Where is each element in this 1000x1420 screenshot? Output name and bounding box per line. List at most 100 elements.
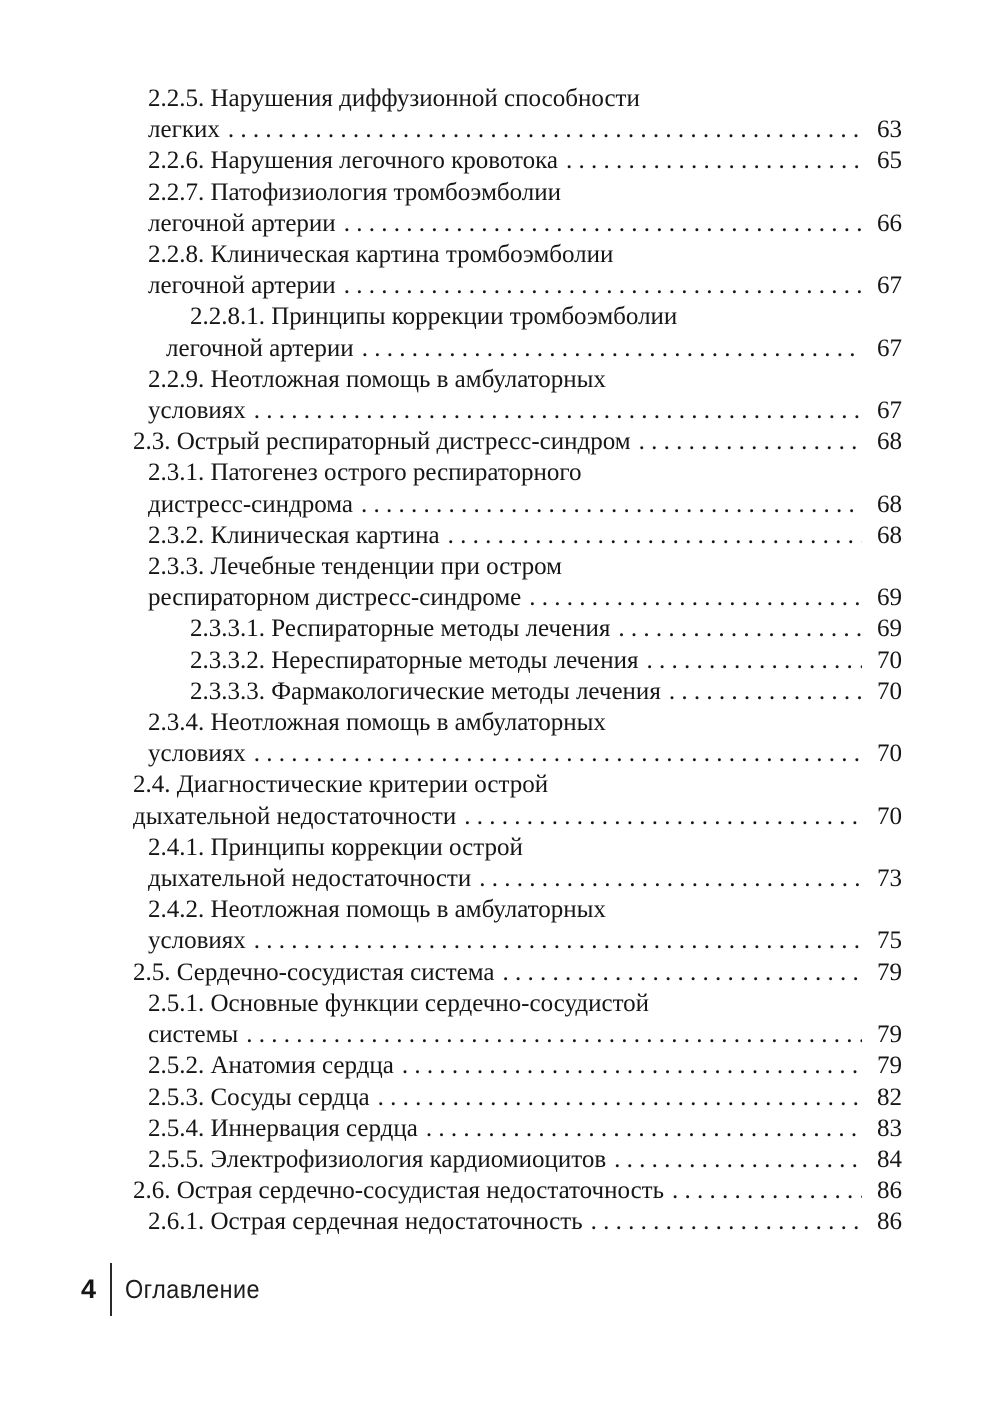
toc-page-number: 68 <box>877 490 902 518</box>
toc-entry-text: 2.4.2. Неотложная помощь в амбулаторных <box>148 896 606 924</box>
toc-entry: 2.3. Острый респираторный дистресс-синдр… <box>133 426 902 457</box>
dot-leader <box>362 333 862 364</box>
toc-entry-text: 2.2.7. Патофизиология тромбоэмболии <box>148 178 562 206</box>
dot-leader <box>254 925 862 956</box>
toc-entry: 2.2.8. Клиническая картина тромбоэмболии… <box>133 239 902 301</box>
toc-page-number: 79 <box>877 958 902 986</box>
toc-entry-text: 2.6.1. Острая сердечная недостаточность <box>148 1208 583 1236</box>
toc-entry: 2.3.1. Патогенез острого респираторного д… <box>133 457 902 519</box>
toc-page-number: 69 <box>877 615 902 643</box>
dot-leader <box>448 520 862 551</box>
toc-entry: 2.2.6. Нарушения легочного кровотока 65 <box>133 145 902 176</box>
toc-entry-text: системы <box>148 1021 239 1049</box>
toc-page-number: 67 <box>877 397 902 425</box>
toc-entry-text: легочной артерии <box>148 209 336 237</box>
toc-entry: 2.6. Острая сердечно-сосудистая недостат… <box>133 1175 902 1206</box>
dot-leader <box>344 208 862 239</box>
toc-page-number: 82 <box>877 1083 902 1111</box>
toc-entry-text: легких <box>148 116 220 144</box>
toc-entry-line: легочной артерии 67 <box>166 333 902 364</box>
toc-entry-text: 2.5. Сердечно-сосудистая система <box>133 958 495 986</box>
toc-entry: 2.5.1. Основные функции сердечно-сосудис… <box>133 988 902 1050</box>
toc-entry-text: 2.5.1. Основные функции сердечно-сосудис… <box>148 989 650 1017</box>
toc-entry-text: 2.5.3. Сосуды сердца <box>148 1083 370 1111</box>
dot-leader <box>254 738 862 769</box>
toc-entry-text: 2.6. Острая сердечно-сосудистая недостат… <box>133 1177 665 1205</box>
toc-page-number: 79 <box>877 1052 902 1080</box>
toc-page-number: 65 <box>877 147 902 175</box>
toc-entry-line: 2.5.2. Анатомия сердца 79 <box>148 1050 902 1081</box>
toc-entry: 2.5. Сердечно-сосудистая система 79 <box>133 957 902 988</box>
toc-entry-text: 2.2.9. Неотложная помощь в амбулаторных <box>148 365 606 393</box>
toc-entry-line: 2.5.4. Иннервация сердца 83 <box>148 1113 902 1144</box>
toc-entry-text: 2.2.8. Клиническая картина тромбоэмболии <box>148 241 614 269</box>
toc-entry: 2.3.3.1. Респираторные методы лечения 69 <box>133 613 902 644</box>
toc-entry-text: 2.5.5. Электрофизиология кардиомиоцитов <box>148 1145 607 1173</box>
toc-entry: 2.4.1. Принципы коррекции острой дыхатель… <box>133 832 902 894</box>
dot-leader <box>669 676 862 707</box>
toc-entry-text: 2.3.2. Клиническая картина <box>148 521 440 549</box>
toc-entry-line: 2.3.3.2. Нереспираторные методы лечения 7… <box>190 645 902 676</box>
toc-entry-text: 2.2.8.1. Принципы коррекции тромбоэмболи… <box>190 303 678 331</box>
toc-entry: 2.3.3.3. Фармакологические методы лечени… <box>133 676 902 707</box>
toc-page-number: 86 <box>877 1208 902 1236</box>
dot-leader <box>344 270 862 301</box>
dot-leader <box>426 1113 862 1144</box>
page-footer: 4 Оглавление <box>81 1263 275 1316</box>
toc-entry-line: легочной артерии 67 <box>148 270 902 301</box>
toc-entry: 2.6.1. Острая сердечная недостаточность 8… <box>133 1206 902 1237</box>
toc-entry-line: 2.6. Острая сердечно-сосудистая недостат… <box>133 1175 902 1206</box>
dot-leader <box>529 582 862 613</box>
toc-entry: 2.3.2. Клиническая картина 68 <box>133 520 902 551</box>
toc-page-number: 73 <box>877 865 902 893</box>
toc-entry-text: дистресс-синдрома <box>148 490 354 518</box>
toc-entry: 2.3.3. Лечебные тенденции при остром респ… <box>133 551 902 613</box>
toc-entry: 2.2.8.1. Принципы коррекции тромбоэмболи… <box>133 301 902 363</box>
toc-entry-line: респираторном дистресс-синдроме 69 <box>148 582 902 613</box>
toc-entry-text: дыхательной недостаточности <box>133 802 457 830</box>
dot-leader <box>361 489 862 520</box>
dot-leader <box>614 1144 862 1175</box>
toc-entry-text: 2.5.4. Иннервация сердца <box>148 1114 418 1142</box>
toc-entry: 2.2.9. Неотложная помощь в амбулаторных у… <box>133 364 902 426</box>
toc-entry-text: 2.4.1. Принципы коррекции острой <box>148 833 523 861</box>
toc-entry: 2.3.3.2. Нереспираторные методы лечения 7… <box>133 645 902 676</box>
toc-entry-text: 2.3.3. Лечебные тенденции при остром <box>148 553 562 581</box>
toc-entry-line: условиях 75 <box>148 925 902 956</box>
toc-entry-text: 2.2.6. Нарушения легочного кровотока <box>148 147 558 175</box>
toc-entry-text: 2.2.5. Нарушения диффузионной способност… <box>148 85 640 112</box>
toc-entry-line: дистресс-синдрома 68 <box>148 489 902 520</box>
toc-entry-text: 2.3.3.2. Нереспираторные методы лечения <box>190 646 639 674</box>
toc-page-number: 68 <box>877 428 902 456</box>
toc-entry-line: условиях 67 <box>148 395 902 426</box>
table-of-contents: 2.2.5. Нарушения диффузионной способност… <box>133 83 902 1238</box>
dot-leader <box>254 395 862 426</box>
toc-entry-line: 2.3.3.3. Фармакологические методы лечени… <box>190 676 902 707</box>
toc-entry: 2.4. Диагностические критерии острой дыха… <box>133 769 902 831</box>
dot-leader <box>378 1082 862 1113</box>
toc-page-number: 69 <box>877 584 902 612</box>
toc-entry: 2.5.2. Анатомия сердца 79 <box>133 1050 902 1081</box>
toc-entry: 2.3.4. Неотложная помощь в амбулаторных у… <box>133 707 902 769</box>
toc-entry-line: 2.5.5. Электрофизиология кардиомиоцитов 8… <box>148 1144 902 1175</box>
toc-entry-line: легких 63 <box>148 114 902 145</box>
toc-entry-line: 2.3. Острый респираторный дистресс-синдр… <box>133 426 902 457</box>
footer-page-number: 4 <box>81 1274 97 1304</box>
dot-leader <box>618 613 862 644</box>
toc-entry-line: 2.6.1. Острая сердечная недостаточность 8… <box>148 1206 902 1237</box>
toc-entry-text: 2.3.4. Неотложная помощь в амбулаторных <box>148 709 606 737</box>
toc-entry-line: 2.5. Сердечно-сосудистая система 79 <box>133 957 902 988</box>
dot-leader <box>479 863 862 894</box>
toc-entry-text: 2.3.1. Патогенез острого респираторного <box>148 459 582 487</box>
toc-entry: 2.2.5. Нарушения диффузионной способност… <box>133 83 902 145</box>
toc-entry-line: условиях 70 <box>148 738 902 769</box>
dot-leader <box>591 1206 862 1237</box>
toc-entry-line: системы 79 <box>148 1019 902 1050</box>
dot-leader <box>639 426 862 457</box>
toc-page-number: 84 <box>877 1145 902 1173</box>
toc-page-number: 67 <box>877 334 902 362</box>
footer-section-label: Оглавление <box>125 1274 261 1304</box>
dot-leader <box>246 1019 862 1050</box>
dot-leader <box>672 1175 862 1206</box>
toc-entry: 2.5.3. Сосуды сердца 82 <box>133 1082 902 1113</box>
